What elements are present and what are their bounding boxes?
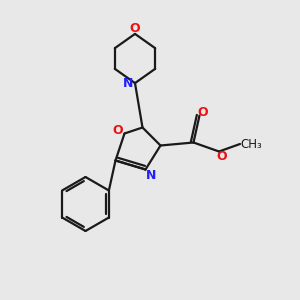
Text: O: O [217, 150, 227, 164]
Text: O: O [198, 106, 208, 119]
Text: CH₃: CH₃ [241, 137, 262, 151]
Text: N: N [123, 76, 134, 90]
Text: O: O [130, 22, 140, 35]
Text: O: O [112, 124, 123, 137]
Text: N: N [146, 169, 157, 182]
